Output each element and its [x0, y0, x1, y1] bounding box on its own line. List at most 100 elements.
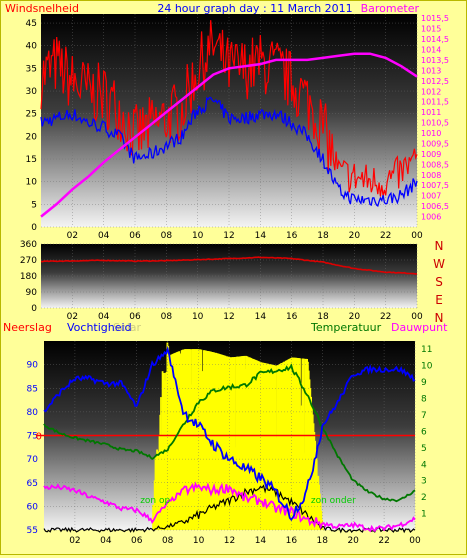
humidity-tick: 55 — [27, 526, 38, 536]
temperature-tick: 2 — [421, 493, 427, 503]
climate-time-tick: 14 — [255, 536, 267, 546]
temperature-tick: 6 — [421, 427, 427, 437]
wind-speed-tick: 45 — [26, 19, 37, 29]
barometer-line — [40, 52, 418, 218]
barometer-tick: 1013 — [421, 66, 441, 75]
direction-time-tick: 06 — [129, 312, 141, 322]
direction-axis: 0 90 180 270 360 — [20, 240, 37, 314]
temperature-tick: 9 — [421, 378, 427, 388]
wind-speed-label: Windsnelheid — [5, 2, 79, 15]
climate-time-tick: 06 — [131, 536, 143, 546]
temperature-tick: 3 — [421, 477, 427, 487]
humidity-tick: 70 — [27, 455, 39, 465]
wind-speed-tick: 30 — [26, 87, 38, 97]
barometer-tick: 1010,5 — [421, 119, 449, 128]
direction-time-tick: 10 — [192, 312, 204, 322]
barometer-label: Barometer — [361, 2, 420, 15]
barometer-tick: 1006 — [421, 213, 441, 222]
barometer-tick: 1012,5 — [421, 77, 449, 86]
sunshine-bar — [322, 528, 324, 530]
rain-label: Neerslag — [3, 321, 52, 334]
climate-time-tick: 18 — [317, 536, 329, 546]
temperature-tick: 7 — [421, 411, 427, 421]
wind-time-tick: 04 — [98, 231, 110, 241]
direction-tick: 270 — [20, 256, 37, 266]
temperature-tick: 10 — [421, 362, 433, 372]
barometer-tick: 1007,5 — [421, 181, 449, 190]
barometer-tick: 1009 — [421, 150, 441, 159]
temperature-line — [43, 363, 416, 503]
sunshine-series — [152, 342, 324, 530]
direction-time-axis: 02 04 06 08 10 12 14 16 18 20 22 00 — [67, 312, 423, 322]
direction-time-tick: 22 — [380, 312, 391, 322]
compass-letter: E — [435, 293, 443, 307]
direction-tick: 0 — [31, 304, 37, 314]
direction-tick: 90 — [26, 288, 38, 298]
humidity-tick: 60 — [27, 502, 39, 512]
barometer-tick: 1015,5 — [421, 14, 449, 23]
dewpoint-line — [43, 481, 416, 533]
wind-direction-line — [40, 256, 417, 275]
barometer-tick: 1011 — [421, 108, 441, 117]
sunset-label: zon onder — [311, 496, 356, 506]
wind-speed-tick: 15 — [26, 155, 37, 165]
chart-title: 24 hour graph day : 11 March 2011 — [157, 2, 352, 15]
temperature-label: Temperatuur — [310, 321, 382, 334]
barometer-tick: 1014 — [421, 46, 441, 55]
climate-time-axis: 02 04 06 08 10 12 14 16 18 20 22 00 — [69, 536, 421, 546]
sunshine-bar — [315, 458, 318, 530]
direction-time-tick: 18 — [317, 312, 329, 322]
wind-speed-tick: 5 — [31, 200, 37, 210]
temperature-axis: 1 2 3 4 5 6 7 8 9 10 11 — [421, 345, 433, 519]
climate-time-tick: 12 — [224, 536, 235, 546]
wind-time-tick: 12 — [223, 231, 234, 241]
barometer-tick: 1010 — [421, 129, 441, 138]
barometer-tick: 1008 — [421, 171, 441, 180]
direction-time-tick: 04 — [98, 312, 110, 322]
direction-time-tick: 12 — [223, 312, 234, 322]
climate-time-tick: 20 — [347, 536, 359, 546]
dewpoint-label: Dauwpunt — [391, 321, 448, 334]
sunrise-label: zon op — [140, 496, 170, 506]
climate-series — [36, 345, 416, 534]
wind-series — [40, 20, 418, 218]
sunshine-bar — [234, 357, 236, 530]
wind-time-tick: 06 — [129, 231, 141, 241]
direction-tick: 180 — [20, 272, 37, 282]
sunshine-bar — [213, 352, 216, 530]
climate-time-tick: 00 — [409, 536, 421, 546]
wind-time-axis: 02 04 06 08 10 12 14 16 18 20 22 00 — [67, 231, 423, 241]
wind-time-tick: 20 — [349, 231, 361, 241]
direction-tick: 360 — [20, 240, 37, 250]
direction-series — [40, 256, 417, 275]
humidity-tick: 85 — [27, 384, 38, 394]
compass-letter: W — [433, 257, 445, 271]
wind-speed-tick: 40 — [26, 42, 38, 52]
humidity-line — [43, 345, 416, 522]
wind-time-tick: 16 — [286, 231, 298, 241]
solar-label: Solar — [113, 321, 142, 334]
temperature-tick: 4 — [421, 460, 427, 470]
climate-time-tick: 04 — [100, 536, 112, 546]
direction-time-tick: 16 — [286, 312, 298, 322]
barometer-tick: 1006,5 — [421, 202, 449, 211]
humidity-tick: 75 — [27, 432, 38, 442]
wind-speed-tick: 20 — [26, 132, 38, 142]
wind-speed-tick: 25 — [26, 110, 37, 120]
solar-line — [43, 483, 416, 534]
barometer-tick: 1008,5 — [421, 160, 449, 169]
barometer-tick: 1007 — [421, 192, 441, 201]
barometer-tick: 1013,5 — [421, 56, 449, 65]
barometer-tick: 1009,5 — [421, 139, 449, 148]
wind-time-tick: 02 — [67, 231, 78, 241]
wind-time-tick: 18 — [317, 231, 329, 241]
temperature-tick: 1 — [421, 510, 427, 520]
humidity-tick: 65 — [27, 479, 38, 489]
rain-zero-label: 0 — [36, 432, 42, 443]
climate-time-tick: 10 — [193, 536, 205, 546]
direction-time-tick: 14 — [255, 312, 267, 322]
direction-time-tick: 00 — [411, 312, 423, 322]
wind-time-tick: 22 — [380, 231, 391, 241]
